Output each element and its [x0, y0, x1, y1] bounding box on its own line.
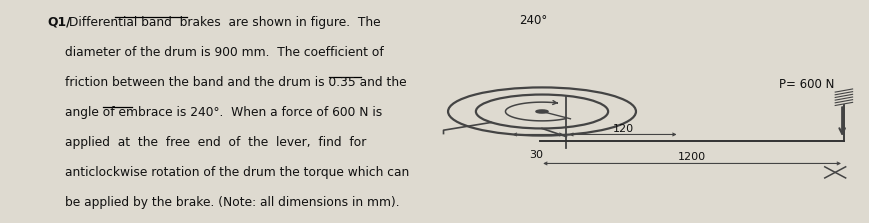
Text: P= 600 N: P= 600 N — [778, 78, 833, 91]
Text: Q1/: Q1/ — [48, 16, 71, 29]
Text: applied  at  the  free  end  of  the  lever,  find  for: applied at the free end of the lever, fi… — [65, 136, 366, 149]
Text: diameter of the drum is 900 mm.  The coefficient of: diameter of the drum is 900 mm. The coef… — [65, 46, 383, 59]
Text: 120: 120 — [612, 124, 633, 134]
Text: anticlockwise rotation of the drum the torque which can: anticlockwise rotation of the drum the t… — [65, 166, 409, 179]
Text: 1200: 1200 — [677, 152, 706, 162]
Text: angle of embrace is 240°.  When a force of 600 N is: angle of embrace is 240°. When a force o… — [65, 106, 382, 119]
Text: 30: 30 — [528, 150, 542, 159]
Text: be applied by the brake. (Note: all dimensions in mm).: be applied by the brake. (Note: all dime… — [65, 196, 400, 209]
Text: 240°: 240° — [519, 14, 547, 27]
Circle shape — [535, 110, 547, 113]
Text: Differential band  brakes  are shown in figure.  The: Differential band brakes are shown in fi… — [65, 16, 381, 29]
Text: friction between the band and the drum is 0.35 and the: friction between the band and the drum i… — [65, 76, 407, 89]
